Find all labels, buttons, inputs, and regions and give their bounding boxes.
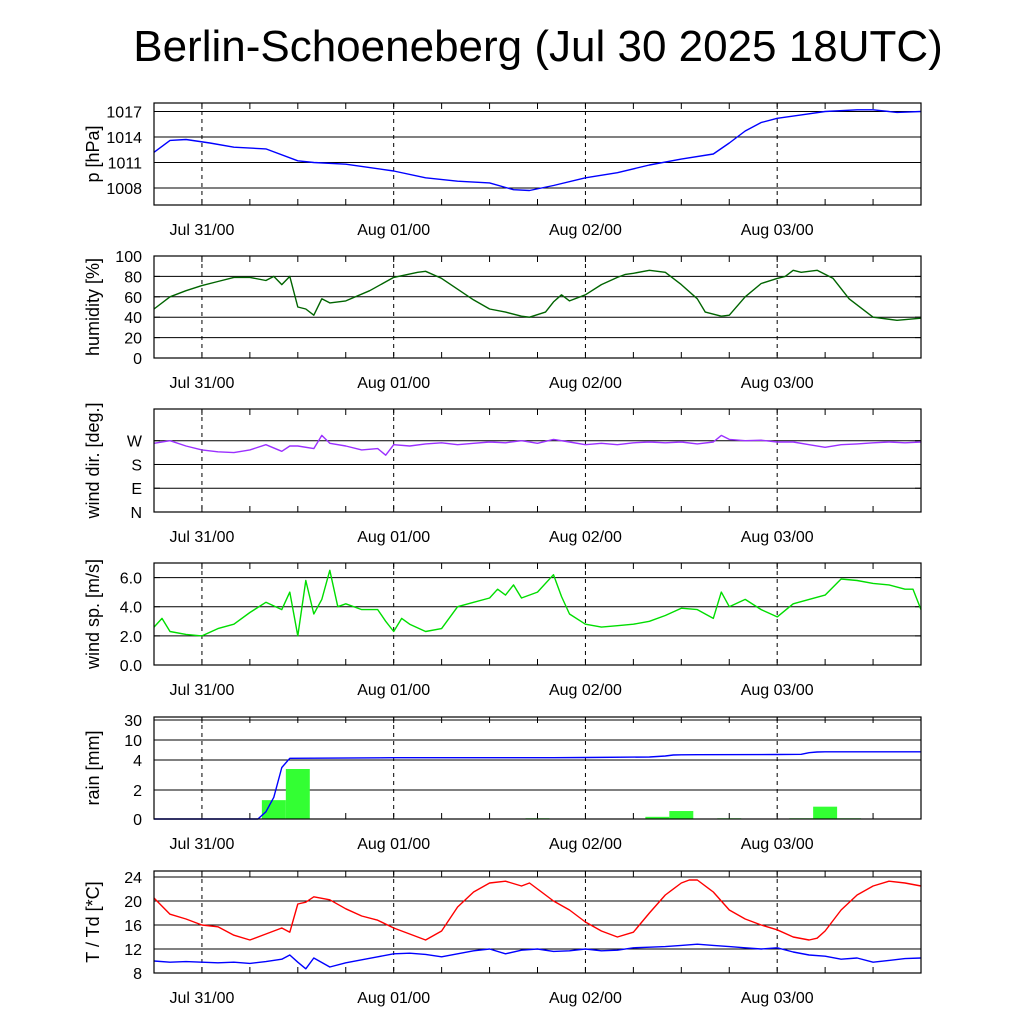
rain-bar (669, 811, 694, 819)
panel-wind_speed: 0.0 2.0 4.0 6.0 Jul 31/00 Aug 01/00 Aug 02/00 A… (83, 559, 922, 699)
x-tick-label: Aug 02/00 (549, 222, 622, 239)
rain-bar (645, 816, 670, 819)
y-tick-label: 2.0 (120, 629, 142, 646)
y-tick-label: 30 (124, 713, 142, 730)
x-tick-label: Aug 03/00 (741, 990, 814, 1007)
y-tick-label: E (131, 481, 142, 498)
x-tick-label: Aug 02/00 (549, 682, 622, 699)
y-tick-label: N (130, 505, 142, 522)
y-axis-label: T / Td [*C] (83, 881, 103, 962)
x-tick-label: Aug 03/00 (741, 222, 814, 239)
y-tick-label: 4 (133, 753, 142, 770)
x-tick-label: Aug 01/00 (357, 836, 430, 853)
y-tick-label: 1014 (106, 130, 142, 147)
y-tick-label: 0.0 (120, 658, 142, 675)
x-tick-label: Jul 31/00 (169, 836, 234, 853)
plot-frame (153, 562, 922, 666)
x-tick-label: Jul 31/00 (169, 222, 234, 239)
y-tick-label: S (131, 457, 142, 474)
y-tick-label: 8 (133, 966, 142, 983)
plot-frame (153, 255, 922, 359)
y-tick-label: 60 (124, 290, 142, 307)
rain-bar (813, 806, 838, 819)
plot-frame (153, 716, 922, 820)
x-tick-label: Aug 01/00 (357, 375, 430, 392)
x-tick-label: Aug 02/00 (549, 990, 622, 1007)
y-tick-label: 1008 (106, 181, 142, 198)
wind_direction-series-0 (153, 434, 922, 456)
y-tick-label: 20 (124, 331, 142, 348)
humidity-series-0 (153, 269, 922, 321)
y-axis-label: wind sp. [m/s] (83, 559, 103, 670)
x-tick-label: Aug 02/00 (549, 836, 622, 853)
wind_speed-series-0 (153, 569, 922, 637)
y-tick-label: 6.0 (120, 571, 142, 588)
plot-frame (153, 102, 922, 206)
y-tick-label: 2 (133, 783, 142, 800)
y-tick-label: 12 (124, 942, 142, 959)
x-tick-label: Aug 03/00 (741, 836, 814, 853)
y-tick-label: 16 (124, 918, 142, 935)
chart-title: Berlin-Schoeneberg (Jul 30 2025 18UTC) (133, 22, 943, 71)
x-tick-label: Aug 03/00 (741, 529, 814, 546)
x-tick-label: Jul 31/00 (169, 682, 234, 699)
x-tick-label: Aug 02/00 (549, 529, 622, 546)
y-tick-label: 0 (133, 351, 142, 368)
plot-frame (153, 408, 922, 513)
rain-series-0 (154, 751, 921, 820)
x-tick-label: Jul 31/00 (169, 990, 234, 1007)
x-tick-label: Jul 31/00 (169, 529, 234, 546)
x-tick-label: Aug 02/00 (549, 375, 622, 392)
x-tick-label: Aug 03/00 (741, 375, 814, 392)
plot-frame (153, 870, 922, 974)
y-tick-label: 1017 (106, 105, 142, 122)
y-axis-label: rain [mm] (83, 730, 103, 805)
y-tick-label: 100 (115, 249, 142, 266)
y-tick-label: W (127, 434, 143, 451)
x-tick-label: Aug 01/00 (357, 990, 430, 1007)
temperature-series-0 (153, 879, 922, 941)
y-axis-label: humidity [%] (83, 258, 103, 356)
y-tick-label: 0 (133, 812, 142, 829)
y-tick-label: 40 (124, 310, 142, 327)
x-tick-label: Jul 31/00 (169, 375, 234, 392)
x-tick-label: Aug 01/00 (357, 529, 430, 546)
y-axis-label: p [hPa] (83, 125, 103, 182)
y-tick-label: 10 (124, 733, 142, 750)
pressure-series-0 (153, 109, 922, 192)
panel-rain: 0 2 4 10 30 Jul 31/00 Aug 01/00 Aug 02/00 Aug 03… (83, 713, 922, 853)
panel-temperature: 8 12 16 20 24 Jul 31/00 Aug 01/00 Aug 02/00 Aug … (83, 870, 922, 1007)
temperature-series-1 (153, 943, 922, 970)
y-axis-label: wind dir. [deg.] (83, 402, 103, 519)
y-tick-label: 4.0 (120, 600, 142, 617)
rain-bar (285, 769, 310, 819)
x-tick-label: Aug 01/00 (357, 682, 430, 699)
rain-bar (261, 800, 286, 819)
y-tick-label: 24 (124, 870, 142, 887)
panel-humidity: 0 20 40 60 80 100 Jul 31/00 Aug 01/00 Aug 02/00 A… (83, 249, 922, 392)
y-tick-label: 20 (124, 894, 142, 911)
y-tick-label: 80 (124, 269, 142, 286)
panel-pressure: 1008 1011 1014 1017 Jul 31/00 Aug 01/00 Aug 02… (83, 102, 922, 239)
x-tick-label: Aug 03/00 (741, 682, 814, 699)
x-tick-label: Aug 01/00 (357, 222, 430, 239)
y-tick-label: 1011 (108, 156, 143, 173)
